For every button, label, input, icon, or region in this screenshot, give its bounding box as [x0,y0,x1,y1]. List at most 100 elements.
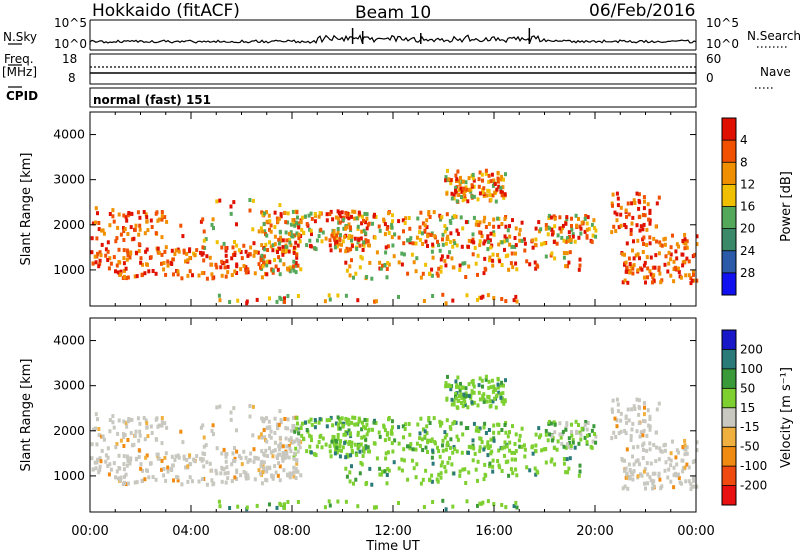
power-panel-cell [690,278,694,283]
power-panel-cell [450,191,454,196]
power-panel-cell [487,222,491,226]
power-panel-cell [467,264,471,269]
velocity-panel-cell [220,465,224,470]
power-panel-cell [274,264,278,269]
velocity-panel-cell [156,452,160,457]
velocity-panel-cell [637,398,641,403]
power-panel-cell [332,229,336,234]
power-panel-cell [344,249,348,254]
power-panel-cell [385,267,389,271]
velocity-panel-cell [135,480,139,485]
velocity-panel-cell [117,418,121,423]
power-panel-cell [329,209,333,214]
velocity-panel-cell [397,425,401,430]
velocity-panel-cell [118,466,122,471]
velocity-colorbar-tick-label: -100 [740,459,767,473]
power-panel-cell [558,226,562,231]
velocity-panel-cell [652,479,656,484]
power-panel-cell [359,254,363,259]
velocity-panel-cell [271,449,275,454]
power-panel-cell [547,213,551,218]
power-panel-cell [133,274,137,279]
velocity-panel-cell [583,422,587,427]
velocity-panel-cell [681,469,685,474]
velocity-panel-cell [374,421,378,425]
velocity-panel-cell [638,434,642,439]
velocity-panel-cell [364,426,367,431]
power-panel-cell [511,218,514,223]
power-panel-cell [341,217,345,222]
velocity-panel-cell [488,461,492,466]
velocity-panel-cell [248,404,252,408]
velocity-panel-cell [548,432,552,437]
power-colorbar-swatch [722,228,736,252]
power-panel-cell [164,272,168,277]
velocity-panel-cell [157,423,161,428]
velocity-panel-cell [626,486,630,491]
velocity-panel-cell [487,385,491,390]
velocity-panel-cell [295,416,299,421]
velocity-panel-cell [385,481,389,486]
velocity-panel-cell [637,421,641,426]
power-panel-cell [463,261,467,266]
power-panel-cell [695,234,699,239]
power-panel-cell [476,297,479,302]
power-panel-cell [635,223,639,228]
power-panel-cell [440,254,444,259]
power-panel-cell [383,263,387,268]
power-panel-cell [344,260,348,265]
velocity-panel-cell [286,472,289,477]
power-panel-cell [460,195,463,199]
velocity-panel-cell [233,475,237,480]
power-colorbar-swatch [722,140,736,163]
velocity-panel-cell [199,425,203,430]
power-panel-cell [651,265,655,270]
velocity-panel-cell [289,439,293,444]
velocity-panel-cell [342,432,346,437]
power-panel-cell [188,256,192,261]
power-panel-cell [623,252,626,257]
power-panel-cell [160,217,164,222]
power-panel-cell [544,223,548,227]
velocity-panel-cell [651,486,654,491]
velocity-panel-cell [473,451,477,456]
power-panel-cell [443,224,447,229]
velocity-panel-cell [125,463,129,468]
velocity-panel-cell [366,445,370,450]
velocity-panel-cell [646,481,649,486]
velocity-colorbar-tick-label: -15 [740,420,760,434]
velocity-panel-cell [365,418,369,423]
power-panel-cell [666,269,670,274]
power-panel-cell [571,234,575,239]
power-panel-cell [483,256,487,261]
power-panel-cell [630,201,634,206]
power-panel-cell [224,253,228,258]
power-panel-cell [269,244,273,249]
velocity-panel-cell [286,426,290,431]
power-panel-cell [444,241,448,246]
power-panel-cell [451,215,455,220]
power-panel-cell [144,249,148,254]
velocity-panel-cell [430,455,434,460]
power-panel-cell [503,234,507,239]
velocity-panel-cell [145,453,149,458]
velocity-panel-cell [555,447,559,452]
velocity-panel-cell [645,461,649,466]
power-panel-cell [165,219,169,224]
velocity-panel-cell [407,422,411,426]
power-panel-cell [344,293,348,298]
power-panel-cell [230,256,234,261]
velocity-panel-cell [347,428,351,433]
power-panel-cell [523,248,527,253]
velocity-panel-cell [292,456,296,461]
cpid-value: normal (fast) 151 [93,93,211,107]
velocity-panel-cell [685,445,689,450]
velocity-panel-cell [287,443,291,448]
velocity-panel-cell [163,455,167,460]
velocity-panel-cell [449,387,453,392]
velocity-panel-cell [176,478,180,483]
power-panel-cell [471,172,475,177]
power-panel-cell [145,247,149,252]
power-panel-cell [643,213,647,218]
power-panel-cell [379,266,383,271]
